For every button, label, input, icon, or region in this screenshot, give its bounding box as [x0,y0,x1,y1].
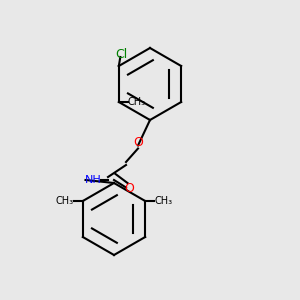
Text: O: O [124,182,134,196]
Text: CH₃: CH₃ [56,196,74,206]
Text: CH₃: CH₃ [128,97,146,107]
Text: NH: NH [85,175,101,185]
Text: CH₃: CH₃ [154,196,172,206]
Text: Cl: Cl [116,47,128,61]
Text: O: O [133,136,143,149]
